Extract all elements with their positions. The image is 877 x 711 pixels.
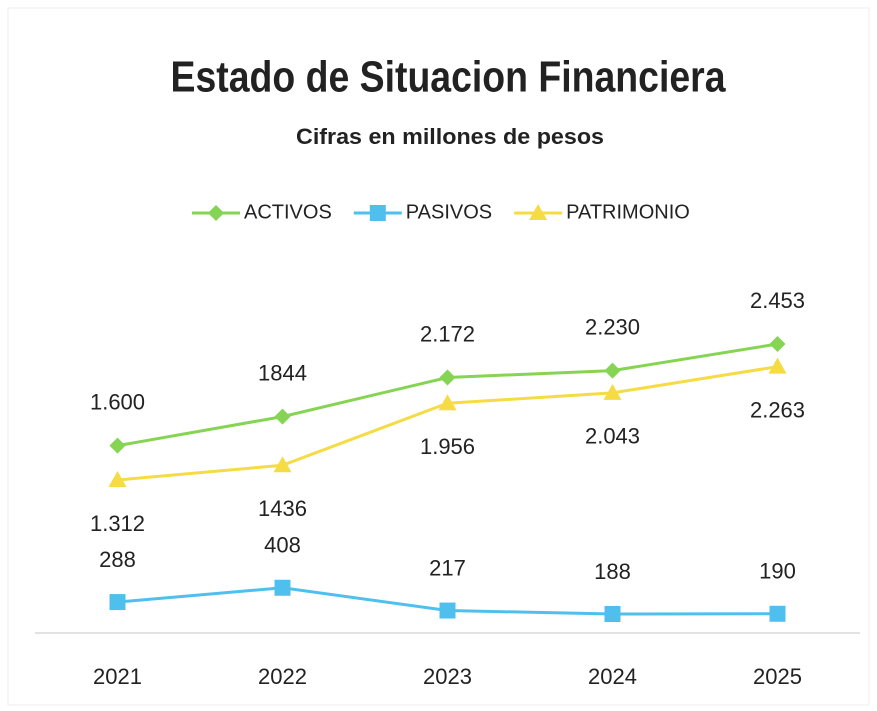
data-point bbox=[108, 471, 127, 488]
chart-frame bbox=[7, 7, 870, 706]
x-tick-label: 2023 bbox=[423, 664, 472, 689]
data-label: 2.263 bbox=[750, 397, 805, 422]
data-label: 1.600 bbox=[90, 389, 145, 414]
data-point bbox=[769, 605, 786, 622]
x-tick-label: 2024 bbox=[588, 664, 637, 689]
legend-label: PASIVOS bbox=[406, 201, 492, 223]
data-point bbox=[604, 362, 621, 379]
data-label: 1844 bbox=[258, 360, 307, 385]
data-point bbox=[439, 369, 456, 386]
x-tick-label: 2025 bbox=[753, 664, 802, 689]
legend-marker bbox=[529, 204, 548, 220]
x-tick-label: 2022 bbox=[258, 664, 307, 689]
data-label: 217 bbox=[429, 555, 466, 580]
legend-marker bbox=[208, 205, 224, 221]
legend-marker bbox=[369, 205, 386, 221]
data-point bbox=[604, 606, 621, 622]
x-tick-label: 2021 bbox=[93, 664, 142, 689]
legend-label: ACTIVOS bbox=[244, 201, 332, 223]
data-label: 2.453 bbox=[750, 288, 805, 313]
data-label: 190 bbox=[759, 559, 796, 584]
data-label: 1436 bbox=[258, 496, 307, 521]
data-label: 288 bbox=[99, 547, 136, 572]
data-point bbox=[769, 336, 786, 352]
data-point bbox=[274, 408, 291, 425]
data-label: 188 bbox=[594, 559, 631, 584]
legend-label: PATRIMONIO bbox=[566, 201, 690, 223]
data-label: 2.230 bbox=[585, 314, 640, 339]
data-label: 408 bbox=[264, 533, 301, 558]
chart-title: Estado de Situacion Financiera bbox=[171, 53, 726, 102]
data-point bbox=[273, 456, 292, 473]
data-label: 1.956 bbox=[420, 434, 475, 459]
chart-subtitle: Cifras en millones de pesos bbox=[296, 124, 604, 149]
data-point bbox=[109, 437, 126, 454]
data-point bbox=[109, 594, 126, 611]
data-label: 1.312 bbox=[90, 511, 145, 536]
data-label: 2.043 bbox=[585, 424, 640, 449]
data-point bbox=[274, 579, 291, 596]
data-point bbox=[439, 602, 456, 619]
data-point bbox=[603, 383, 622, 400]
data-point bbox=[438, 394, 457, 411]
data-label: 2.172 bbox=[420, 321, 475, 346]
data-point bbox=[768, 357, 787, 374]
